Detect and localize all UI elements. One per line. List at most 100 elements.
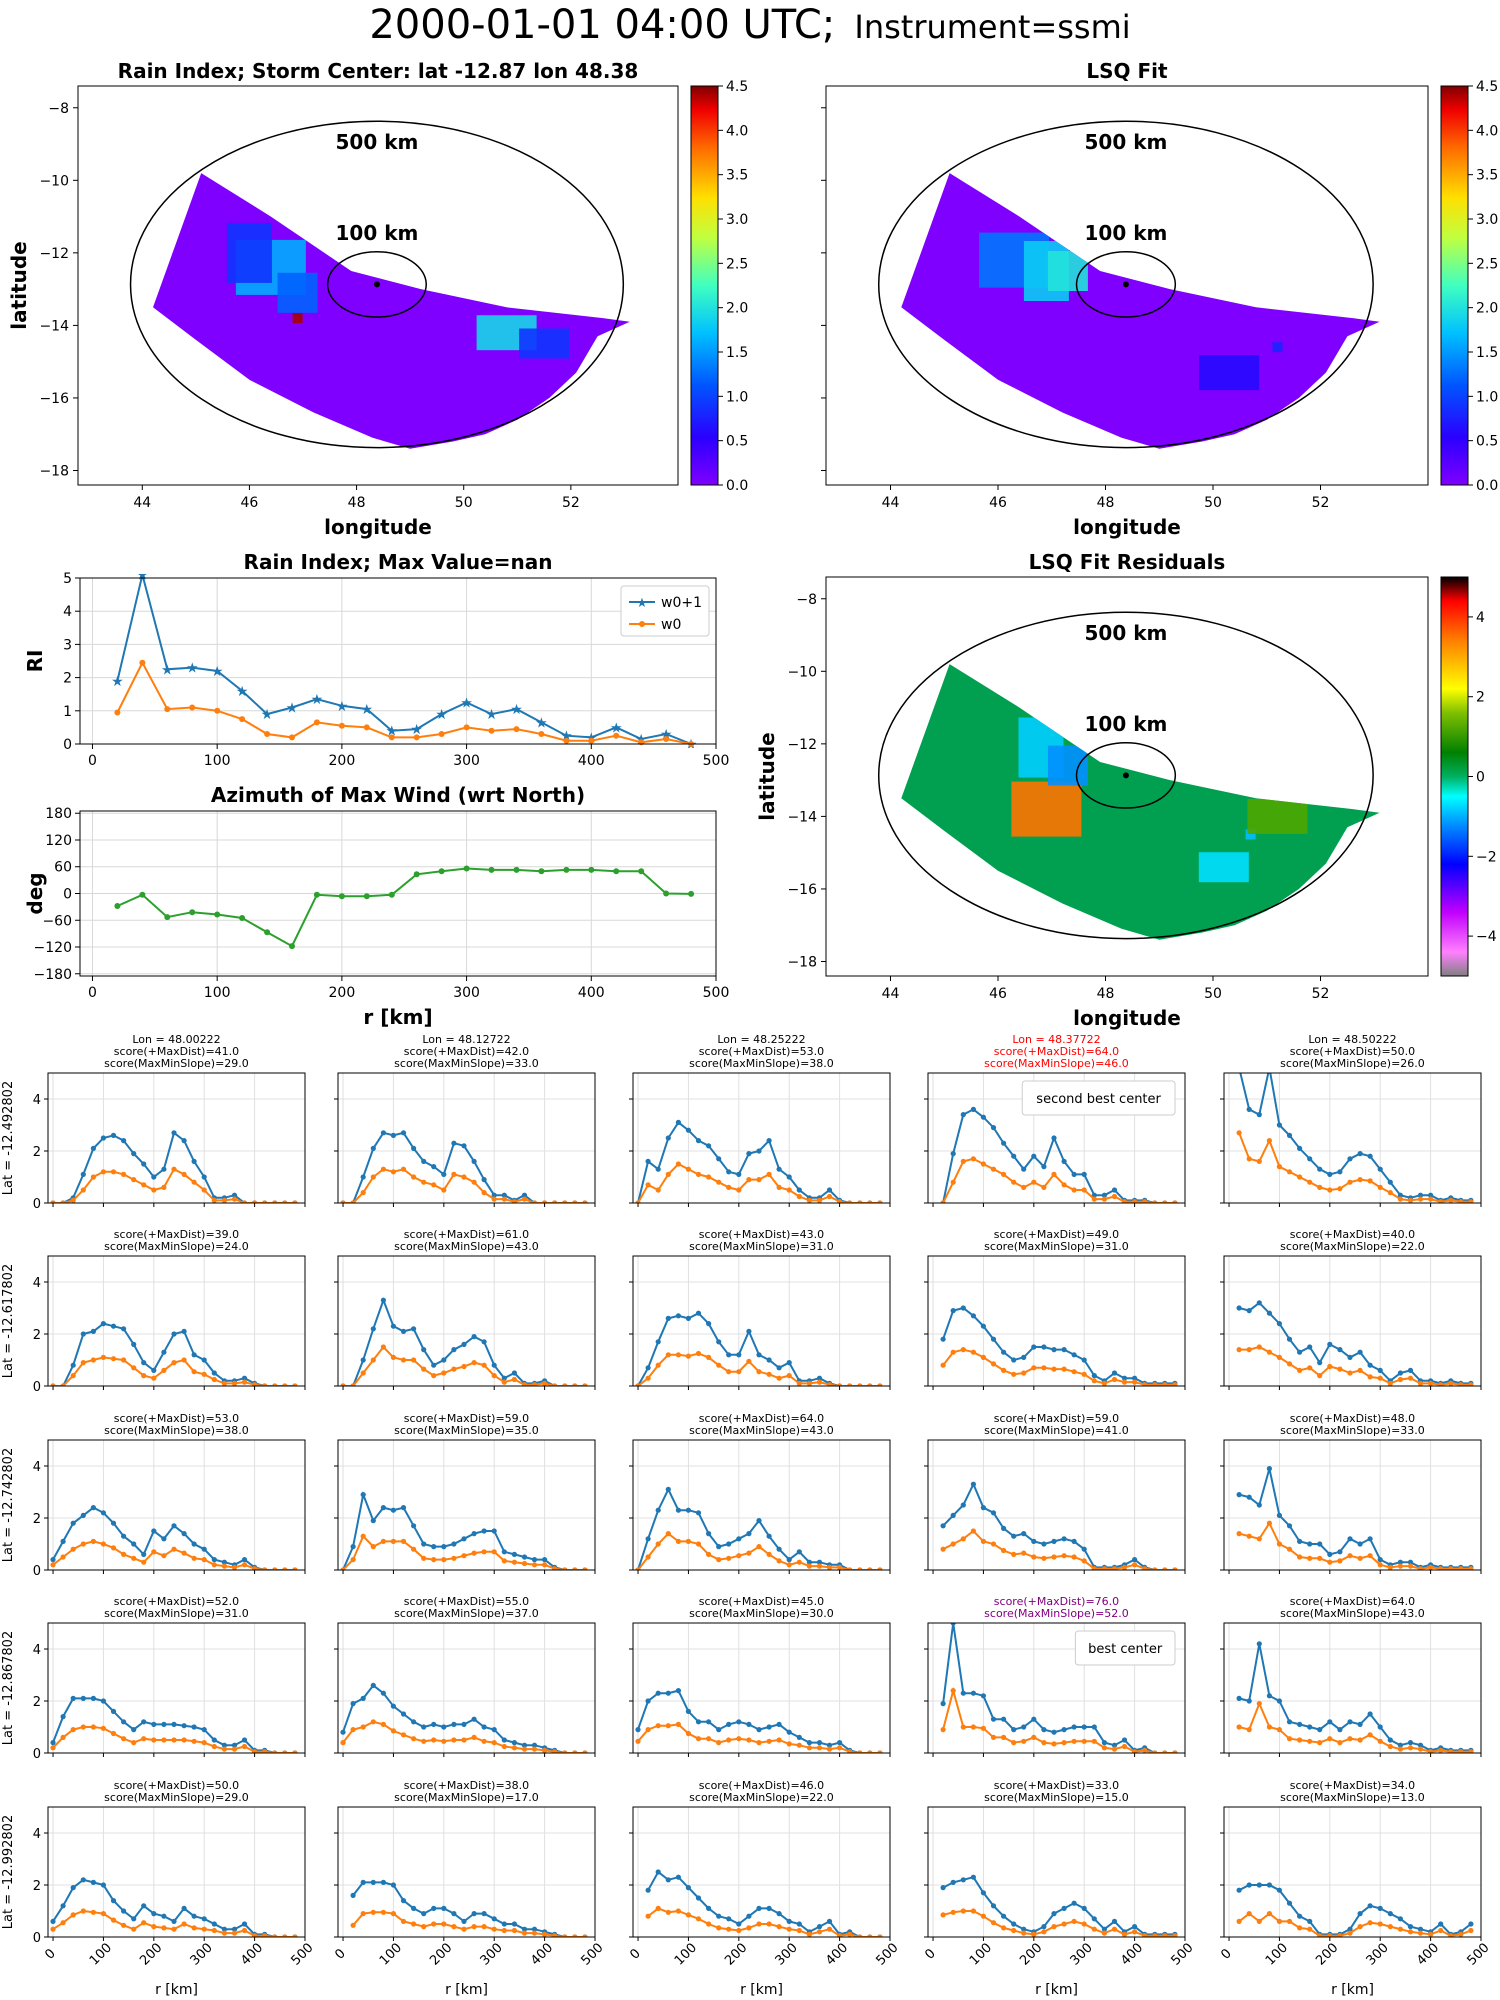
data-point-w0p1 [481, 1177, 487, 1183]
data-point-w0 [1397, 1746, 1403, 1752]
data-point-w0p1 [1061, 1158, 1067, 1164]
data-point-w0 [635, 1383, 641, 1386]
panel-frame [1223, 1622, 1482, 1754]
data-point-w0p1 [241, 1921, 248, 1927]
data-point-w0p1 [201, 1546, 207, 1552]
data-point-w0 [1121, 1199, 1128, 1203]
data-point-w0 [1152, 1933, 1158, 1937]
data-point-w0 [1031, 1554, 1037, 1560]
data-point-w0p1 [221, 1926, 227, 1932]
panel-score-slope: score(MaxMinSlope)=31.0 [689, 1240, 834, 1253]
data-point-w0 [511, 1376, 517, 1383]
data-point-w0p1 [1286, 1719, 1293, 1725]
data-point-w0p1 [471, 1716, 477, 1722]
data-point-w0 [1091, 1738, 1097, 1744]
data-point-w0 [706, 1174, 712, 1180]
data-point-w0p1 [171, 1918, 177, 1924]
data-point [463, 865, 470, 872]
data-point-w0 [141, 1736, 147, 1742]
data-point-w0p1 [706, 1719, 712, 1725]
data-point-w0 [736, 1736, 742, 1742]
data-point-w0 [736, 1927, 742, 1934]
data-point-w0 [350, 1557, 356, 1563]
data-point-star: ★ [261, 707, 274, 723]
grid-panel-r2-c1: score(MaxMinSlope)=35.0score(+MaxDist)=5… [334, 1412, 596, 1574]
data-point-w0 [776, 1924, 782, 1930]
x-tick-label: 200 [1017, 1940, 1045, 1968]
data-point-w0p1 [665, 1135, 671, 1141]
data-point-w0 [847, 1200, 853, 1203]
data-point-w0 [542, 1380, 548, 1386]
data-point-w0p1 [675, 1688, 682, 1694]
data-point-w0 [421, 1555, 427, 1561]
data-point-w0p1 [756, 1518, 762, 1524]
data-point-w0p1 [1307, 1344, 1313, 1350]
panel-score-slope: score(MaxMinSlope)=24.0 [104, 1240, 249, 1253]
data-point-w0 [471, 1924, 477, 1930]
x-tick-label: 300 [478, 1940, 506, 1968]
data-point-w0 [562, 1934, 568, 1937]
y-tick-label: 5 [63, 571, 72, 587]
data-point-w0 [736, 1553, 742, 1559]
series-line-w0 [1238, 1132, 1471, 1203]
panel-plot-area [635, 1688, 883, 1753]
series-line-w0p1 [1238, 1884, 1472, 1936]
panel-score-slope: score(MaxMinSlope)=29.0 [104, 1057, 249, 1070]
data-point-w0p1 [980, 1693, 987, 1699]
data-point-w0 [50, 1926, 56, 1932]
data-point-w0 [110, 1730, 117, 1737]
data-point-w0 [151, 1737, 157, 1743]
data-point-w0p1 [1317, 1360, 1323, 1366]
x-tick-label: 0 [922, 1946, 938, 1962]
panel-score-slope: score(MaxMinSlope)=30.0 [689, 1607, 834, 1620]
data-point-w0p1 [1041, 1541, 1047, 1547]
data-point-w0 [1101, 1930, 1107, 1936]
data-point-w0 [1327, 1736, 1333, 1742]
map-title: LSQ Fit [1086, 59, 1168, 83]
data-point-w0p1 [350, 1544, 356, 1550]
data-point-w0p1 [411, 1145, 417, 1151]
y-tick-label: −8 [796, 592, 817, 608]
y-tick-label: 1 [63, 704, 72, 720]
data-point-w0 [1337, 1558, 1343, 1564]
grid-panel-r2-c2: score(MaxMinSlope)=43.0score(+MaxDist)=6… [629, 1412, 891, 1574]
data-point-w0 [370, 1719, 376, 1725]
data-point-w0p1 [695, 1310, 702, 1316]
data-point-w0p1 [451, 1140, 457, 1146]
data-point-w0p1 [1011, 1153, 1017, 1159]
data-point-w0p1 [1407, 1559, 1414, 1565]
data-point-w0p1 [1101, 1192, 1107, 1198]
data-point-w0 [181, 1550, 187, 1556]
x-tick-label: 50 [1204, 986, 1222, 1002]
data-point [638, 868, 645, 875]
data-point-w0 [1121, 1379, 1128, 1385]
data-point-w0 [441, 1738, 447, 1744]
data-point-w0 [1091, 1196, 1097, 1202]
panel-score-dist: score(+MaxDist)=64.0 [699, 1412, 824, 1425]
data-point-w0 [665, 1171, 671, 1177]
data-point-w0p1 [940, 1336, 946, 1342]
y-tick-label: −120 [34, 940, 72, 956]
data-point-w0p1 [1101, 1740, 1107, 1746]
data-point-w0p1 [370, 1682, 376, 1688]
data-point-w0 [282, 1934, 288, 1937]
data-point-w0p1 [746, 1151, 752, 1157]
data-point-w0 [857, 1383, 863, 1386]
panel-plot-area [635, 1310, 883, 1386]
data-point-w0 [360, 1724, 366, 1730]
data-point-w0 [970, 1908, 977, 1914]
panel-row-label: Lat = -12.617802 [1, 1264, 16, 1378]
panel-score-slope: score(MaxMinSlope)=33.0 [394, 1057, 539, 1070]
data-point-w0p1 [461, 1536, 467, 1542]
data-point-w0 [685, 1730, 692, 1737]
data-point-w0 [491, 1926, 497, 1932]
data-point-w0p1 [1081, 1171, 1087, 1177]
data-point-w0 [726, 1369, 732, 1375]
y-tick-label: −180 [34, 967, 72, 983]
data-point-w0p1 [1347, 1926, 1353, 1932]
data-point-w0p1 [161, 1721, 167, 1727]
panel-plot-area [1236, 1882, 1474, 1937]
data-point-w0p1 [90, 1505, 96, 1511]
data-point-w0 [90, 1174, 96, 1180]
data-point-w0 [1458, 1749, 1464, 1753]
